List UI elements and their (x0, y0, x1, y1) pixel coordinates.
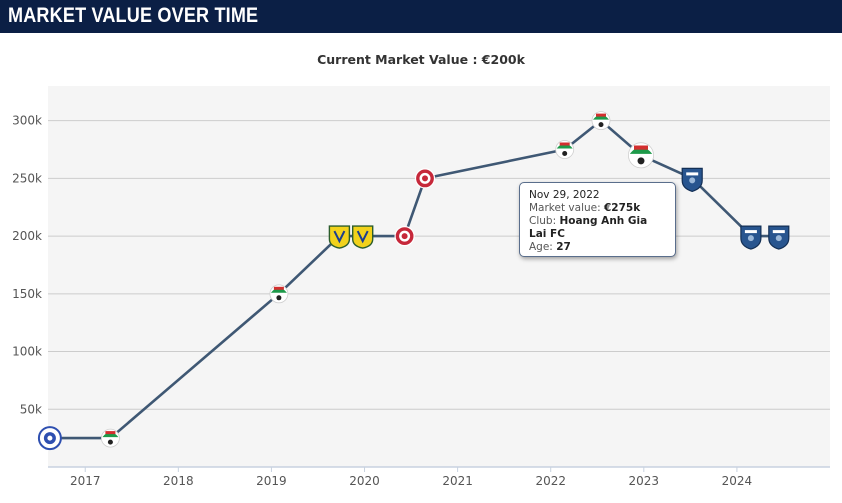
club-logo-marker (627, 142, 655, 169)
club-logo-marker (768, 225, 790, 250)
y-tick-label: 300k (12, 114, 42, 128)
tooltip-mv-value: €275k (604, 202, 641, 214)
y-tick-label: 250k (12, 171, 42, 185)
chart-svg: Current Market Value : €200k 50k 100k 150k… (12, 52, 830, 488)
tooltip-date: Nov 29, 2022 (529, 189, 600, 201)
club-logo-marker (269, 284, 289, 304)
tooltip-age-value: 27 (556, 241, 571, 253)
tooltip-mv-label: Market value: (529, 202, 601, 214)
tooltip-age-row: Age: 27 (529, 241, 666, 254)
plot-area (48, 86, 830, 467)
section-header: MARKET VALUE OVER TIME (0, 0, 842, 33)
tooltip-club-row: Club: Hoang Anh Gia Lai FC (529, 215, 666, 241)
club-logo-marker (352, 225, 374, 249)
x-tick-label: 2020 (349, 474, 380, 488)
x-tick-label: 2018 (163, 474, 194, 488)
club-logo-marker (328, 225, 351, 249)
tooltip-club-label: Club: (529, 215, 557, 227)
tooltip-market-value-row: Market value: €275k (529, 202, 666, 215)
club-logo-marker (414, 168, 436, 189)
y-axis-ticks: 50k 100k 150k 200k 250k 300k (12, 114, 42, 417)
club-logo-marker (591, 111, 611, 130)
section-title: MARKET VALUE OVER TIME (8, 4, 259, 27)
club-markers (37, 111, 790, 451)
chart-subtitle: Current Market Value : €200k (317, 52, 526, 67)
club-logo-marker (555, 140, 575, 159)
y-tick-label: 150k (12, 287, 42, 301)
x-tick-label: 2021 (442, 474, 473, 488)
x-tick-label: 2017 (70, 474, 101, 488)
x-tick-label: 2022 (535, 474, 566, 488)
y-tick-label: 200k (12, 229, 42, 243)
x-tick-label: 2024 (722, 474, 753, 488)
data-tooltip: Nov 29, 2022 Market value: €275k Club: H… (519, 182, 676, 257)
y-tick-label: 100k (12, 345, 42, 359)
tooltip-club-value: Hoang Anh Gia Lai FC (529, 215, 648, 240)
x-axis-ticks: 2017 2018 2019 2020 2021 2022 2023 2024 (70, 467, 752, 488)
club-logo-marker (740, 225, 762, 250)
tooltip-age-label: Age: (529, 241, 553, 253)
club-logo-marker (681, 167, 703, 193)
club-logo-marker (394, 226, 415, 247)
club-logo-marker (37, 426, 62, 451)
club-logo-marker (101, 428, 120, 448)
x-tick-label: 2023 (629, 474, 660, 488)
y-tick-label: 50k (20, 402, 42, 416)
x-tick-label: 2019 (256, 474, 287, 488)
market-value-chart: Current Market Value : €200k 50k 100k 150k… (0, 33, 842, 498)
